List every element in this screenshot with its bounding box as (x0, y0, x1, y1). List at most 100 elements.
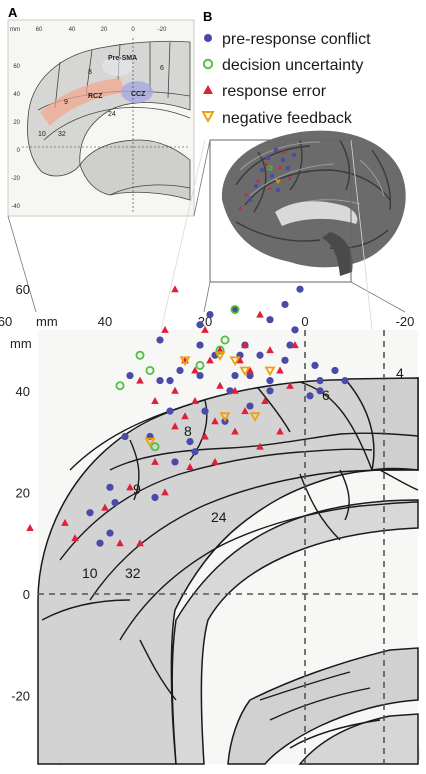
data-point (171, 458, 179, 466)
data-point (171, 285, 179, 293)
panel-a-unit: mm (10, 27, 20, 33)
data-point (211, 457, 219, 465)
data-point (111, 498, 119, 507)
data-point (261, 396, 269, 404)
data-point (136, 376, 144, 384)
area-label-32: 32 (125, 565, 141, 581)
main-x-unit: mm (36, 314, 58, 329)
panel-a-rcz-zone (40, 78, 125, 126)
series-response-error (26, 285, 299, 547)
data-point (266, 346, 274, 354)
data-point (171, 386, 179, 394)
data-point (196, 321, 204, 329)
data-point (216, 381, 224, 389)
area-label-6: 6 (322, 387, 330, 403)
y-tick-label: 20 (16, 485, 30, 500)
panel-a-ytick: 40 (13, 92, 20, 98)
data-point (219, 412, 231, 423)
data-point (256, 442, 264, 450)
data-point (96, 539, 104, 547)
panel-a-area-label: 9 (64, 99, 68, 106)
data-point (256, 351, 264, 359)
data-point (156, 377, 164, 385)
data-point (181, 412, 189, 420)
brain-hemisphere (221, 130, 406, 268)
data-point (214, 351, 226, 362)
data-point (306, 392, 314, 400)
data-point (106, 529, 114, 537)
data-point (26, 523, 34, 531)
main-y-unit: mm (10, 336, 32, 351)
data-point (341, 377, 349, 385)
series-pre-response-conflict (86, 285, 349, 547)
y-tick-label: -20 (11, 689, 30, 704)
panel-a: A mm 60 40 20 0 -20 60 40 20 0 -20 -40 (7, 5, 195, 217)
data-point (206, 356, 214, 364)
data-point (151, 457, 159, 465)
data-point (101, 503, 109, 511)
panel-a-area-label: 32 (58, 131, 66, 138)
data-point (135, 350, 145, 360)
panel-a-ytick: 20 (13, 120, 20, 126)
panel-a-xtick: 40 (69, 27, 76, 33)
data-point (266, 387, 274, 395)
data-point (241, 341, 249, 349)
data-point (291, 326, 299, 334)
legend-label: pre-response conflict (222, 31, 371, 48)
panel-a-area-label: 24 (108, 111, 116, 118)
data-point (191, 448, 199, 456)
data-point (126, 371, 134, 380)
data-point (316, 387, 324, 395)
data-point (166, 407, 174, 415)
data-point (161, 488, 169, 496)
data-point (71, 534, 79, 542)
data-point (191, 366, 199, 374)
data-point (256, 310, 264, 318)
area-label-9: 9 (133, 481, 141, 497)
brain-image (221, 130, 406, 276)
panel-a-presma-zone (102, 56, 134, 76)
series-negative-feedback (144, 351, 276, 448)
x-tick-label: 40 (98, 314, 112, 329)
data-point (156, 336, 164, 344)
data-point (291, 341, 299, 349)
data-point (136, 539, 144, 547)
data-point (231, 386, 239, 394)
panel-a-rcz-label: RCZ (88, 93, 103, 100)
data-point (186, 438, 194, 446)
y-tick-label: 40 (16, 384, 30, 399)
brain-activation-dots (238, 147, 297, 210)
panel-b-label: B (203, 9, 212, 24)
panel-a-ytick: 0 (17, 148, 21, 154)
legend-marker-pre-response-conflict (204, 34, 212, 42)
legend-label: decision uncertainty (222, 57, 363, 74)
data-point (296, 285, 304, 293)
data-point (201, 407, 209, 415)
data-point (246, 366, 254, 374)
panel-a-ytick: 60 (13, 64, 20, 70)
data-point (239, 366, 251, 377)
data-point (264, 366, 276, 377)
legend-label: negative feedback (222, 110, 353, 127)
panel-a-ccz-zone (121, 81, 153, 103)
panel-b: B pre-response conflict decision uncerta… (201, 9, 406, 283)
data-point (186, 463, 194, 470)
x-tick-label: 60 (0, 314, 12, 329)
legend: pre-response conflict decision uncertain… (201, 31, 371, 127)
data-point (281, 356, 289, 364)
data-point (191, 396, 199, 404)
panel-a-xtick: -20 (158, 27, 167, 33)
data-point (115, 381, 125, 391)
callosal-sulcus-band (171, 499, 419, 765)
data-point (286, 381, 294, 389)
data-point (211, 417, 219, 425)
data-point (286, 341, 294, 349)
x-tick-label: -20 (396, 314, 415, 329)
panel-a-ytick: -40 (11, 204, 20, 210)
legend-label: response error (222, 83, 327, 100)
data-point (151, 396, 159, 404)
data-point (226, 387, 234, 395)
medial-cortex (37, 377, 419, 765)
